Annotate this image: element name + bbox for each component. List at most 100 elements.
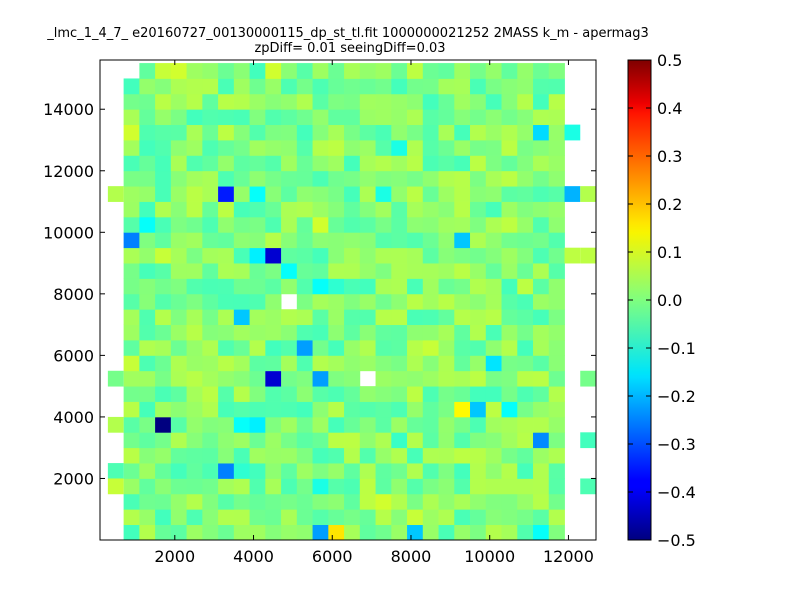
heatmap-cell bbox=[407, 170, 424, 187]
colorbar-tick-label: −0.2 bbox=[657, 387, 696, 406]
heatmap-cell bbox=[533, 216, 550, 233]
heatmap-cell bbox=[281, 340, 298, 356]
heatmap-cell bbox=[470, 278, 487, 295]
heatmap-cell bbox=[454, 263, 471, 279]
heatmap-cell bbox=[265, 247, 282, 264]
heatmap-cell bbox=[139, 293, 156, 310]
heatmap-cell bbox=[391, 309, 408, 326]
heatmap-cell bbox=[375, 278, 392, 295]
heatmap-cell bbox=[218, 155, 235, 172]
heatmap-cell bbox=[359, 124, 376, 141]
heatmap-cell bbox=[438, 109, 455, 126]
heatmap-cell bbox=[328, 278, 345, 295]
heatmap-cell bbox=[391, 93, 408, 110]
heatmap-cell bbox=[265, 201, 282, 218]
heatmap-cell bbox=[470, 170, 487, 187]
heatmap-cell bbox=[485, 109, 502, 126]
heatmap-cell bbox=[265, 493, 282, 510]
heatmap-cell bbox=[470, 340, 487, 356]
heatmap-cell bbox=[359, 416, 376, 433]
heatmap-cell bbox=[501, 186, 518, 202]
heatmap-cell bbox=[344, 78, 361, 95]
heatmap-cell bbox=[328, 78, 345, 95]
heatmap-cell bbox=[281, 355, 298, 372]
heatmap-cell bbox=[155, 524, 172, 541]
heatmap-cell bbox=[454, 93, 471, 110]
heatmap-cell bbox=[359, 340, 376, 356]
heatmap-cell bbox=[407, 155, 424, 172]
heatmap-cell bbox=[218, 201, 235, 218]
heatmap-cell bbox=[438, 524, 455, 541]
heatmap-cell bbox=[296, 324, 313, 341]
heatmap-cell bbox=[501, 216, 518, 233]
heatmap-cell bbox=[517, 186, 534, 202]
heatmap-cell bbox=[375, 309, 392, 326]
heatmap-cell bbox=[470, 524, 487, 541]
heatmap-cell bbox=[281, 155, 298, 172]
heatmap-cell bbox=[485, 216, 502, 233]
heatmap-cell bbox=[375, 370, 392, 387]
heatmap-cell bbox=[155, 293, 172, 310]
heatmap-cell bbox=[359, 186, 376, 202]
heatmap-cell bbox=[296, 140, 313, 156]
heatmap-cell bbox=[548, 370, 565, 387]
heatmap-cell bbox=[170, 432, 188, 449]
heatmap-cell bbox=[470, 63, 487, 79]
heatmap-cell bbox=[202, 386, 219, 402]
heatmap-cell bbox=[186, 309, 203, 326]
heatmap-cell bbox=[312, 493, 329, 510]
heatmap-cell bbox=[281, 124, 298, 141]
heatmap-cell bbox=[454, 416, 471, 433]
heatmap-cell bbox=[485, 432, 502, 449]
heatmap-cell bbox=[281, 416, 298, 433]
heatmap-cell bbox=[123, 447, 140, 464]
heatmap-cell bbox=[202, 478, 219, 495]
heatmap-cell bbox=[202, 278, 219, 295]
heatmap-cell bbox=[438, 401, 455, 418]
heatmap-cell bbox=[438, 78, 455, 95]
heatmap-cell bbox=[422, 263, 439, 279]
heatmap-cell bbox=[454, 370, 471, 387]
heatmap-cell bbox=[265, 432, 282, 449]
heatmap-cell bbox=[312, 463, 329, 479]
heatmap-cell bbox=[470, 386, 487, 402]
heatmap-cell bbox=[265, 63, 282, 79]
heatmap-cell bbox=[359, 278, 376, 295]
heatmap-cell bbox=[454, 447, 471, 464]
heatmap-cell bbox=[328, 201, 345, 218]
heatmap-cell bbox=[517, 524, 534, 541]
heatmap-cell bbox=[564, 124, 581, 141]
heatmap-cell bbox=[470, 140, 487, 156]
heatmap-cell bbox=[533, 232, 550, 249]
heatmap-cell bbox=[170, 478, 188, 495]
heatmap-cell bbox=[328, 109, 345, 126]
heatmap-cell bbox=[344, 524, 361, 541]
heatmap-cell bbox=[233, 309, 250, 326]
heatmap-cell bbox=[218, 340, 235, 356]
heatmap-cell bbox=[344, 447, 361, 464]
heatmap-cell bbox=[139, 432, 156, 449]
heatmap-cell bbox=[344, 386, 361, 402]
heatmap-cell bbox=[155, 155, 172, 172]
heatmap-cell bbox=[265, 355, 282, 372]
heatmap-cell bbox=[470, 370, 487, 387]
heatmap-cell bbox=[249, 216, 266, 233]
heatmap-cell bbox=[517, 340, 534, 356]
heatmap-cell bbox=[375, 416, 392, 433]
heatmap-cell bbox=[296, 386, 313, 402]
heatmap-cell bbox=[265, 463, 282, 479]
heatmap-cell bbox=[344, 278, 361, 295]
heatmap-cell bbox=[281, 247, 298, 264]
heatmap-cell bbox=[359, 309, 376, 326]
heatmap-cell bbox=[454, 293, 471, 310]
heatmap-cell bbox=[548, 93, 565, 110]
heatmap-cells bbox=[107, 63, 596, 541]
heatmap-cell bbox=[202, 263, 219, 279]
heatmap-cell bbox=[517, 432, 534, 449]
heatmap-cell bbox=[328, 416, 345, 433]
heatmap-cell bbox=[328, 186, 345, 202]
heatmap-cell bbox=[170, 293, 188, 310]
colorbar-tick-label: 0.0 bbox=[657, 291, 682, 310]
heatmap-cell bbox=[296, 524, 313, 541]
heatmap-cell bbox=[233, 340, 250, 356]
